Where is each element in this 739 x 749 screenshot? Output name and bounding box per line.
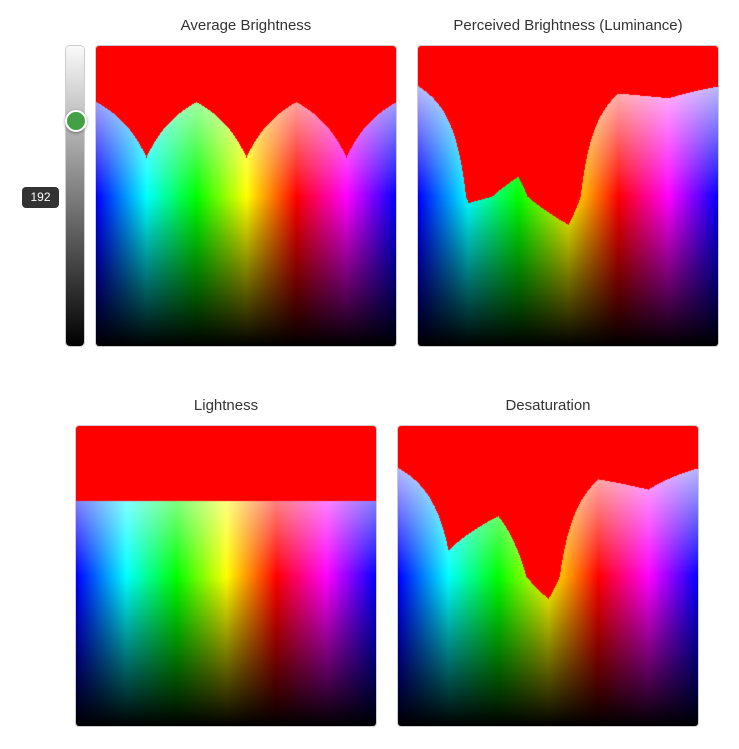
lightness-map [76, 426, 376, 726]
slider-knob[interactable] [65, 110, 87, 133]
panel-title-lightness: Lightness [193, 397, 259, 414]
panel-title-luminance: Perceived Brightness (Luminance) [453, 17, 683, 34]
luminance-map [418, 46, 718, 346]
average-brightness-map [96, 46, 396, 346]
panel-title-desaturation: Desaturation [505, 397, 591, 414]
threshold-slider[interactable] [65, 46, 87, 346]
panel-title-average: Average Brightness [180, 17, 312, 34]
desaturation-map [398, 426, 698, 726]
threshold-value-label: 192 [22, 187, 59, 208]
